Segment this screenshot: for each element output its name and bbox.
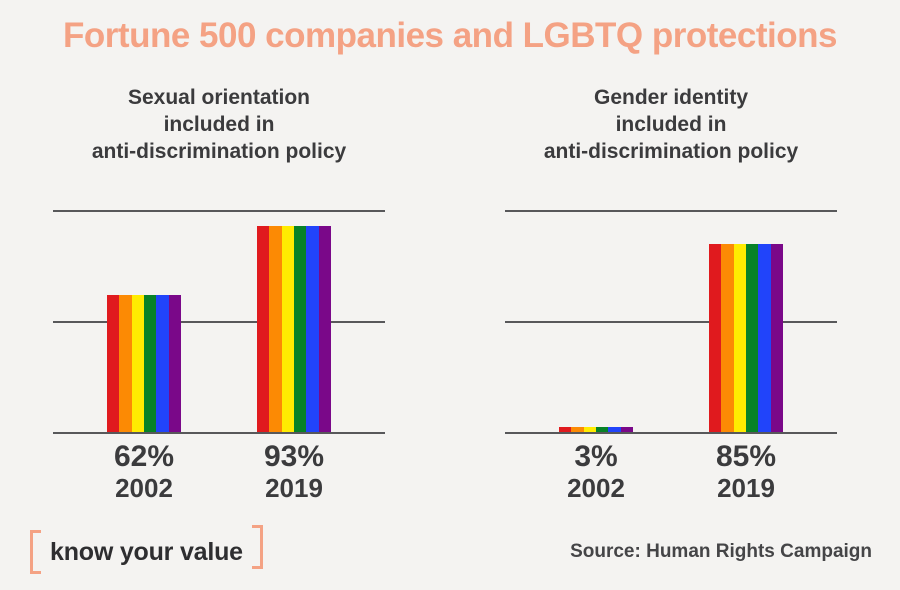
panel-sexual-orientation: Sexual orientation included in anti-disc… — [53, 0, 385, 520]
pride-stripe — [168, 295, 181, 434]
pride-stripe — [770, 243, 783, 434]
pride-stripe — [559, 427, 572, 434]
category-labels: 3% 2002 85% 2019 — [505, 440, 837, 504]
pride-stripe — [269, 225, 282, 434]
category-labels: 62% 2002 93% 2019 — [53, 440, 385, 504]
bars-container — [505, 210, 837, 434]
label-column: 85% 2019 — [709, 440, 783, 504]
year-label: 2002 — [115, 473, 173, 503]
right-bracket-icon — [251, 525, 263, 569]
bar-chart-sexual-orientation — [53, 210, 385, 434]
baseline-axis — [505, 432, 837, 434]
chart-subtitle-sexual-orientation: Sexual orientation included in anti-disc… — [91, 86, 347, 163]
pride-stripe — [281, 225, 294, 434]
label-column: 3% 2002 — [559, 440, 633, 504]
know-your-value-logo: know your value — [30, 525, 263, 576]
pride-stripe — [721, 243, 734, 434]
bar-chart-gender-identity — [505, 210, 837, 434]
year-label: 2019 — [717, 473, 775, 503]
baseline-axis — [53, 432, 385, 434]
panel-gender-identity: Gender identity included in anti-discrim… — [505, 0, 837, 520]
pride-stripe — [608, 427, 621, 434]
gridline-100pct — [53, 210, 385, 212]
gridline-100pct — [505, 210, 837, 212]
pride-stripe — [745, 243, 759, 434]
gridline-50pct — [505, 321, 837, 323]
pride-stripe — [306, 225, 319, 434]
pride-stripe — [709, 243, 722, 434]
bar-2019-sexual-orientation — [257, 225, 331, 434]
pride-stripe — [143, 295, 157, 434]
value-label: 93% — [263, 440, 325, 473]
label-column: 93% 2019 — [257, 440, 331, 504]
year-label: 2019 — [265, 473, 323, 503]
bar-2019-gender-identity — [709, 243, 783, 434]
pride-stripe — [131, 295, 144, 434]
logo-text: know your value — [50, 537, 243, 566]
bars-container — [53, 210, 385, 434]
pride-stripe — [733, 243, 746, 434]
bar-2002-sexual-orientation — [107, 295, 181, 434]
year-label: 2002 — [567, 473, 625, 503]
pride-stripe — [318, 225, 331, 434]
value-label: 3% — [574, 440, 618, 473]
label-column: 62% 2002 — [107, 440, 181, 504]
value-label: 62% — [113, 440, 175, 473]
pride-stripe — [107, 295, 120, 434]
bar-2002-gender-identity — [559, 427, 633, 434]
left-bracket-icon — [30, 530, 41, 574]
pride-stripe — [595, 427, 609, 434]
pride-stripe — [583, 427, 596, 434]
page-title: Fortune 500 companies and LGBTQ protecti… — [63, 16, 837, 55]
pride-stripe — [571, 427, 584, 434]
pride-stripe — [156, 295, 169, 434]
value-label: 85% — [715, 440, 777, 473]
pride-stripe — [257, 225, 270, 434]
gridline-50pct — [53, 321, 385, 323]
chart-subtitle-gender-identity: Gender identity included in anti-discrim… — [543, 86, 799, 163]
pride-stripe — [620, 427, 633, 434]
pride-stripe — [293, 225, 307, 434]
pride-stripe — [119, 295, 132, 434]
pride-stripe — [758, 243, 771, 434]
source-attribution: Source: Human Rights Campaign — [570, 541, 872, 562]
